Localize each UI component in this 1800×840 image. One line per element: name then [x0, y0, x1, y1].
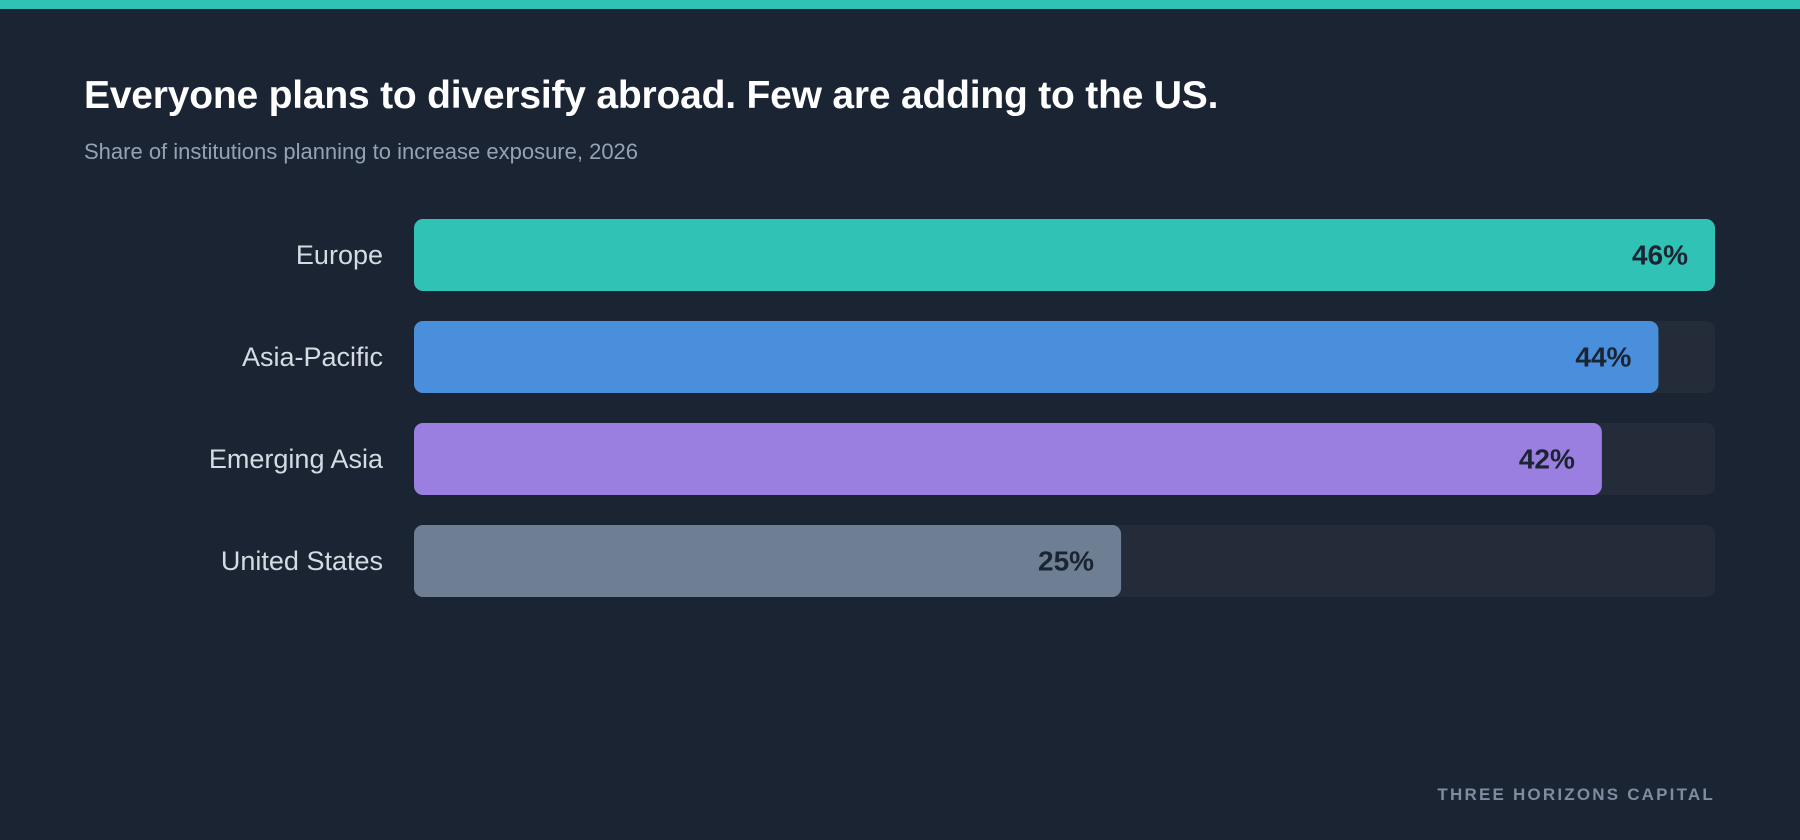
chart-title: Everyone plans to diversify abroad. Few … — [84, 74, 1219, 117]
brand-footer: THREE HORIZONS CAPITAL — [1437, 785, 1715, 804]
category-label-europe: Europe — [296, 240, 383, 270]
bar-emerging-asia — [414, 423, 1602, 495]
value-label-asia-pacific: 44% — [1575, 342, 1631, 373]
bar-chart: Europe 46% Asia-Pacific 44% Emerging Asia 42%… — [209, 219, 1715, 597]
category-label-asia-pacific: Asia-Pacific — [242, 342, 383, 372]
value-label-united-states: 25% — [1038, 546, 1094, 577]
value-label-emerging-asia: 42% — [1519, 444, 1575, 475]
category-label-united-states: United States — [221, 546, 383, 576]
value-label-europe: 46% — [1632, 240, 1688, 271]
chart-subtitle: Share of institutions planning to increa… — [84, 139, 639, 164]
bar-europe — [414, 219, 1715, 291]
bar-united-states — [414, 525, 1122, 597]
category-label-emerging-asia: Emerging Asia — [209, 444, 384, 474]
bar-asia-pacific — [414, 321, 1659, 393]
top-accent-bar — [0, 0, 1800, 9]
